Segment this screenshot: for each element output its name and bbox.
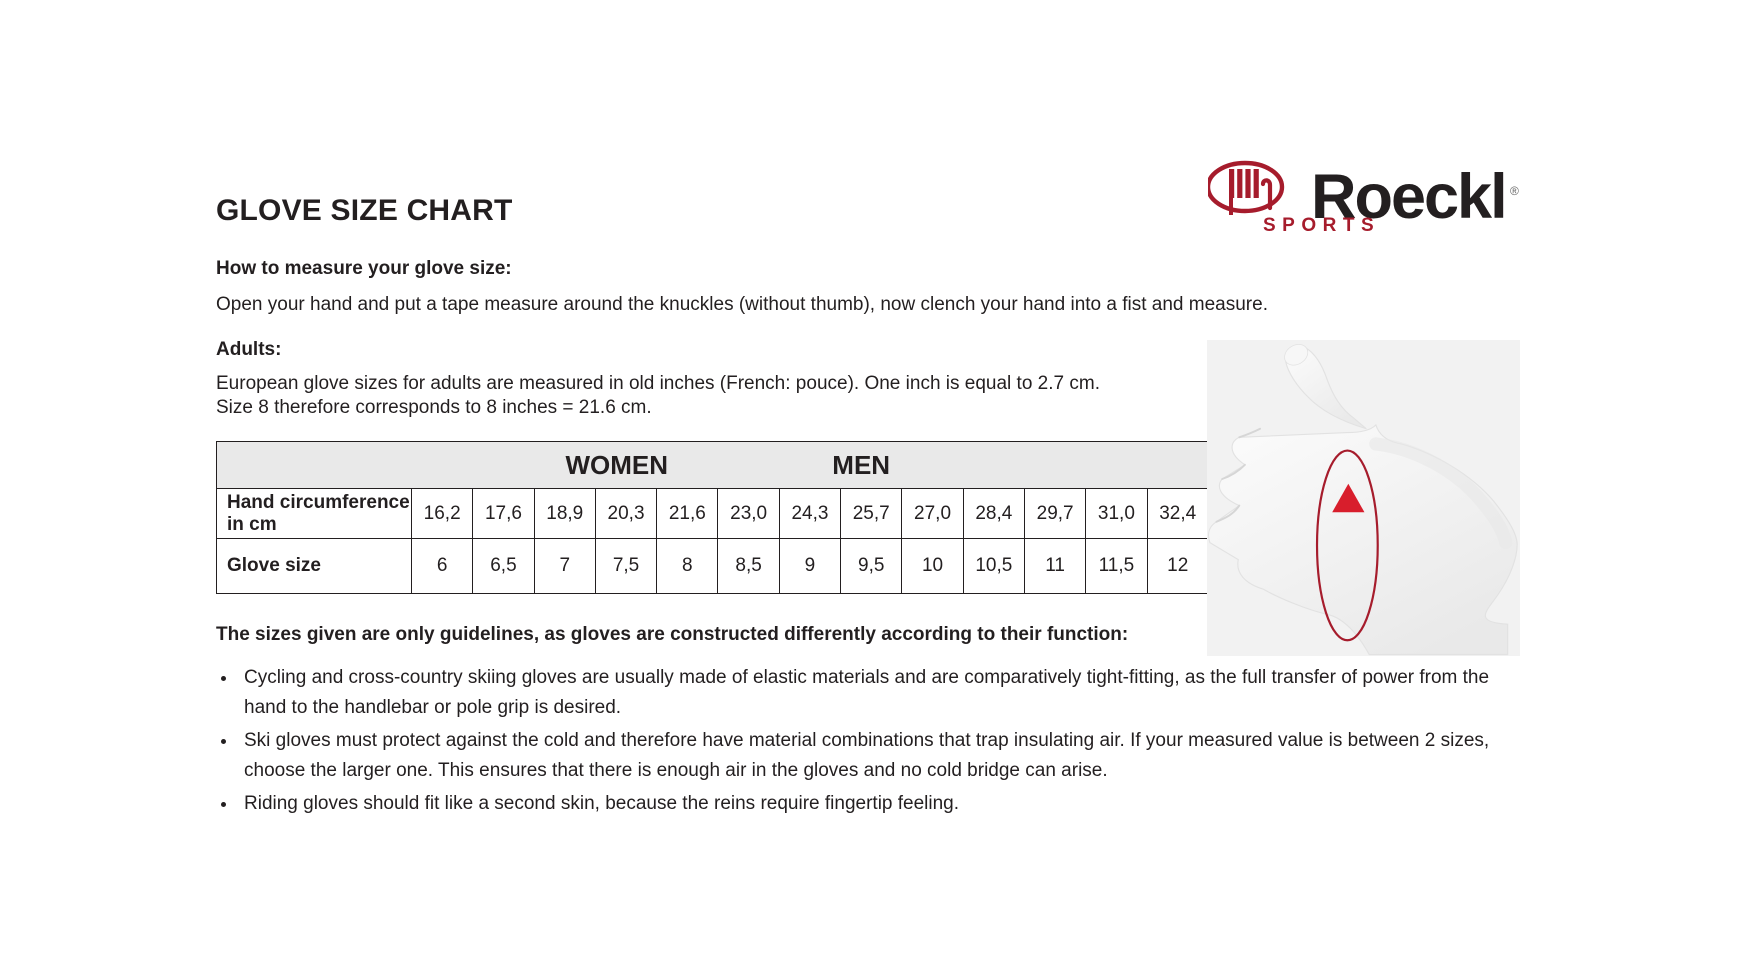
svg-text:SPORTS: SPORTS <box>1263 215 1380 236</box>
svg-text:®: ® <box>1510 184 1519 198</box>
